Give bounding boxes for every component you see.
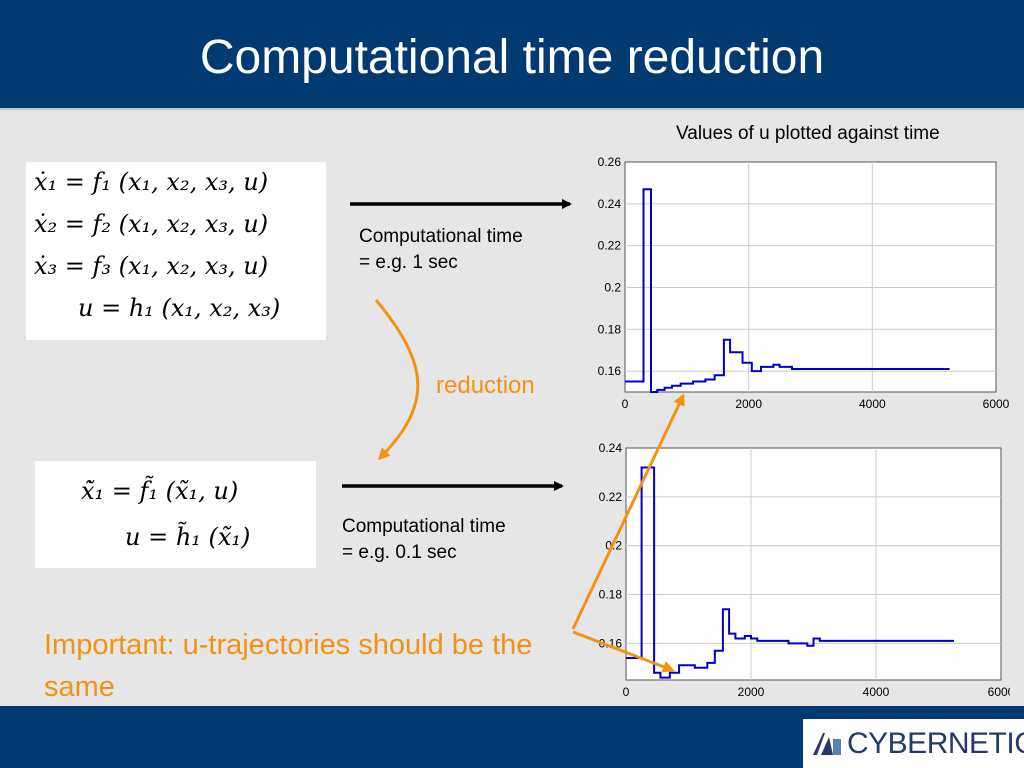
x-tick-label: 0 [623, 685, 630, 699]
chart-full-model: 0 2000 4000 6000 0.16 0.18 0.2 0.22 0.24 0.26 [598, 155, 1010, 411]
y-tick-label: 0.22 [599, 490, 623, 504]
y-tick-label: 0.18 [599, 588, 623, 602]
y-tick-label: 0.22 [598, 239, 622, 253]
equation-x2: ẋ₂ = f₂ (x₁, x₂, x₃, u) [34, 210, 269, 238]
x-tick-label: 0 [622, 397, 629, 411]
chart-reduced-model: 0 2000 4000 6000 0.16 0.18 0.2 0.22 0.24 [599, 441, 1010, 699]
full-model-time-line2: = e.g. 1 sec [359, 252, 458, 273]
reduced-model-time-caption: Computational time = e.g. 0.1 sec [342, 514, 506, 566]
x-tick-label: 4000 [859, 397, 886, 411]
x-tick-label: 4000 [863, 685, 890, 699]
full-model-time-caption: Computational time = e.g. 1 sec [359, 224, 523, 276]
logo: CYBERNETICA [803, 719, 1024, 768]
x-tick-label: 2000 [738, 685, 765, 699]
equation-x1: ẋ₁ = f₁ (x₁, x₂, x₃, u) [34, 168, 269, 196]
reduced-model-time-line2: = e.g. 0.1 sec [342, 542, 457, 563]
x-tick-label: 6000 [983, 397, 1010, 411]
equation-x3: ẋ₃ = f₃ (x₁, x₂, x₃, u) [34, 252, 269, 280]
plot-area [624, 161, 997, 393]
y-tick-label: 0.2 [604, 280, 621, 294]
important-note: Important: u-trajectories should be the … [44, 629, 533, 703]
y-tick-label: 0.24 [598, 197, 622, 211]
reduction-label: reduction [436, 372, 535, 399]
y-tick-label: 0.16 [599, 636, 623, 650]
y-tick-label: 0.26 [598, 155, 622, 169]
cybernetica-logo-icon [813, 733, 841, 755]
equation-u: u = h₁ (x₁, x₂, x₃) [78, 294, 281, 322]
u-trajectory-line [625, 188, 950, 393]
full-model-equations-box: ẋ₁ = f₁ (x₁, x₂, x₃, u) ẋ₂ = f₂ (x₁, x₂,… [26, 162, 326, 340]
x-tick-label: 6000 [988, 685, 1010, 699]
y-tick-label: 0.16 [598, 364, 622, 378]
u-trajectory-line [626, 466, 955, 679]
chart-heading: Values of u plotted against time [676, 123, 940, 144]
slide-header [0, 0, 1024, 110]
y-tick-label: 0.2 [605, 539, 622, 553]
equation-reduced-x1: x̃̇₁ = f̃₁ (x̃₁, u) [81, 477, 239, 505]
full-model-time-line1: Computational time [359, 226, 523, 247]
reduction-arrow [374, 299, 420, 461]
reduced-model-equations-box: x̃̇₁ = f̃₁ (x̃₁, u) u = h̃₁ (x̃₁) [35, 461, 316, 568]
x-tick-label: 2000 [735, 397, 762, 411]
logo-text: CYBERNETICA [847, 727, 1024, 760]
equation-reduced-u: u = h̃₁ (x̃₁) [125, 523, 251, 551]
reduced-model-time-line1: Computational time [342, 516, 506, 537]
slide-title: Computational time reduction [199, 31, 825, 84]
y-tick-label: 0.24 [599, 441, 623, 455]
y-tick-label: 0.18 [598, 322, 622, 336]
